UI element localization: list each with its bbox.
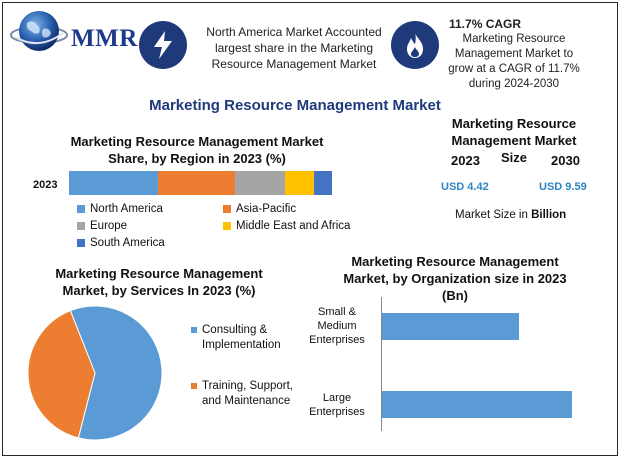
legend-label: Middle East and Africa xyxy=(236,220,351,232)
legend-label: Consulting & Implementation xyxy=(202,324,281,351)
legend-label: North America xyxy=(90,203,163,215)
services-legend-item: Training, Support, and Maintenance xyxy=(191,379,302,409)
market-size-unit-prefix: Market Size in xyxy=(455,209,532,221)
market-size-unit-bold: Billion xyxy=(531,209,567,221)
pie-slice xyxy=(27,310,96,439)
pie-slice xyxy=(69,305,163,441)
region-bar-segment xyxy=(313,171,332,195)
services-chart-title: Marketing Resource Management Market, by… xyxy=(55,266,263,298)
card-north-america-text: North America Market Accounted largest s… xyxy=(206,25,382,71)
market-size-value-2023: USD 4.42 xyxy=(441,181,489,193)
legend-swatch xyxy=(77,239,85,247)
legend-swatch xyxy=(223,205,231,213)
legend-label: Asia-Pacific xyxy=(236,203,297,215)
region-bar-segment xyxy=(234,171,285,195)
services-legend-item: Consulting & Implementation xyxy=(191,323,302,353)
region-legend-item: Middle East and Africa xyxy=(223,220,350,232)
market-size-value-2030: USD 9.59 xyxy=(539,181,587,193)
legend-label: Europe xyxy=(90,220,128,232)
org-size-category-label: Small & Medium Enterprises xyxy=(309,306,365,346)
legend-swatch xyxy=(77,205,85,213)
org-size-axis xyxy=(381,297,382,431)
org-size-bar xyxy=(382,391,572,418)
logo: MMR xyxy=(9,7,137,63)
region-legend-item: North America xyxy=(77,203,163,215)
market-size-unit: Market Size in Billion xyxy=(455,209,566,221)
legend-swatch xyxy=(191,327,197,333)
region-bar-category: 2023 xyxy=(33,179,58,191)
region-legend-item: Asia-Pacific xyxy=(223,203,296,215)
logo-text: MMR xyxy=(71,25,138,52)
region-bar-segment xyxy=(69,171,159,195)
cagr-title: 11.7% CAGR xyxy=(449,17,522,31)
globe-icon xyxy=(10,11,68,51)
legend-swatch xyxy=(77,222,85,230)
region-stacked-bar xyxy=(69,171,332,195)
market-size-year-2030: 2030 xyxy=(551,153,580,168)
main-title: Marketing Resource Management Market xyxy=(149,97,441,114)
legend-swatch xyxy=(191,383,197,389)
flame-icon xyxy=(391,21,439,69)
cagr-text: Marketing Resource Management Market to … xyxy=(448,33,580,90)
region-legend-item: South America xyxy=(77,237,165,249)
legend-swatch xyxy=(223,222,231,230)
services-pie-chart xyxy=(27,305,163,441)
legend-label: Training, Support, and Maintenance xyxy=(202,380,293,407)
market-size-year-2023: 2023 xyxy=(451,153,480,168)
region-chart-title: Marketing Resource Management Market Sha… xyxy=(70,134,324,166)
market-size-title: Marketing Resource Management Market Siz… xyxy=(451,116,577,165)
region-bar-segment xyxy=(158,171,235,195)
org-size-bar xyxy=(382,313,519,340)
lightning-bolt-icon xyxy=(139,21,187,69)
org-size-category-label: Large Enterprises xyxy=(309,392,365,418)
legend-label: South America xyxy=(90,237,165,249)
org-size-bar-chart: Small & Medium Enterprises Large Enterpri… xyxy=(303,299,603,449)
org-size-chart-title: Marketing Resource Management Market, by… xyxy=(343,254,567,303)
region-bar-segment xyxy=(284,171,314,195)
region-legend-item: Europe xyxy=(77,220,127,232)
